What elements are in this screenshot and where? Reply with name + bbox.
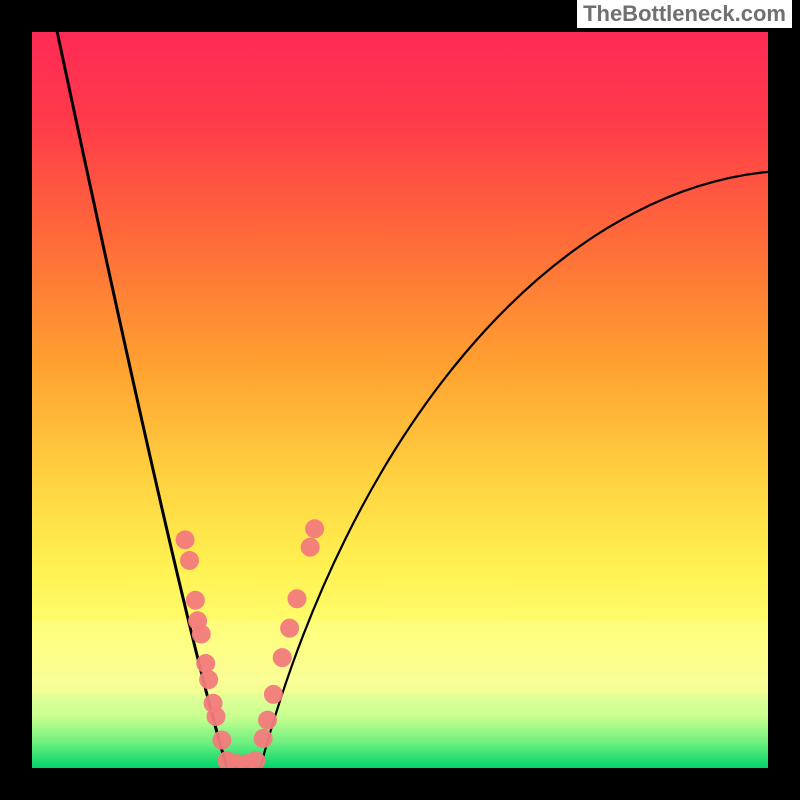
data-marker xyxy=(264,685,282,703)
data-marker xyxy=(213,731,231,749)
watermark: TheBottleneck.com xyxy=(577,0,792,28)
highlight-band xyxy=(32,621,768,695)
data-marker xyxy=(247,752,265,770)
data-marker xyxy=(200,671,218,689)
data-marker xyxy=(192,625,210,643)
chart-frame: TheBottleneck.com xyxy=(0,0,800,800)
data-marker xyxy=(306,520,324,538)
data-marker xyxy=(301,538,319,556)
data-marker xyxy=(273,649,291,667)
data-marker xyxy=(281,619,299,637)
data-marker xyxy=(288,590,306,608)
chart-svg xyxy=(0,0,800,800)
data-marker xyxy=(176,531,194,549)
data-marker xyxy=(197,654,215,672)
data-marker xyxy=(259,711,277,729)
data-marker xyxy=(181,551,199,569)
data-marker xyxy=(207,707,225,725)
watermark-text: TheBottleneck.com xyxy=(583,1,786,26)
data-marker xyxy=(186,591,204,609)
data-marker xyxy=(254,730,272,748)
